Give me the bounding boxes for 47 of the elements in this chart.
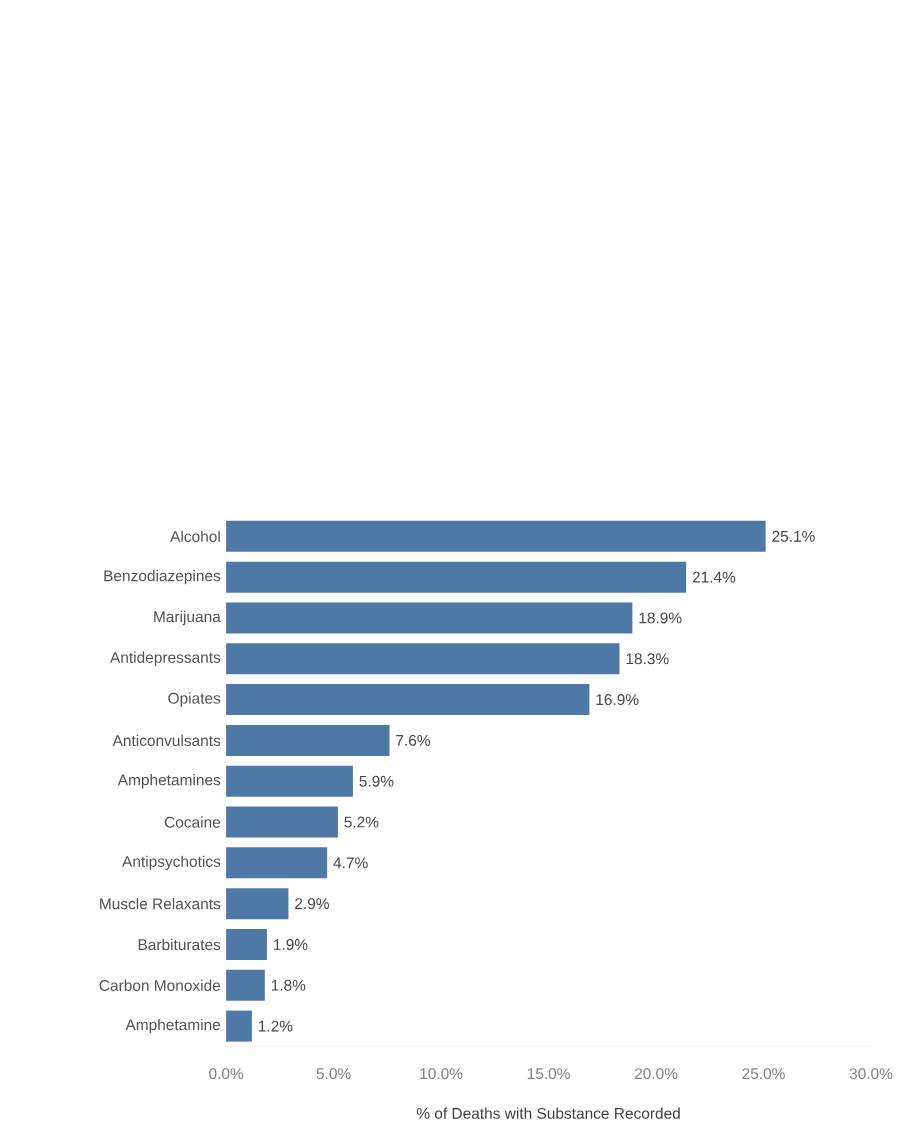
y-tick-label: Anticonvulsants	[112, 734, 221, 747]
y-tick-label: Carbon Monoxide	[99, 979, 221, 991]
data-label: 21.4%	[693, 571, 736, 583]
data-label: 4.7%	[333, 857, 368, 869]
data-label: 5.9%	[359, 775, 394, 787]
bar	[226, 1010, 253, 1042]
y-tick-label: Amphetamine	[125, 1018, 221, 1034]
y-tick-label: Antidepressants	[110, 651, 221, 666]
x-tick-label: 30.0%	[849, 1068, 893, 1080]
y-tick-label: Benzodiazepines	[104, 569, 221, 585]
data-label: 18.3%	[626, 653, 669, 665]
bar	[226, 643, 620, 675]
data-label: 16.9%	[596, 694, 639, 706]
bar	[226, 602, 633, 634]
bar	[226, 847, 328, 879]
bar	[226, 724, 390, 756]
y-tick-label: Alcohol	[170, 530, 220, 542]
data-label: 1.9%	[274, 939, 308, 950]
y-tick-label: Amphetamines	[118, 774, 221, 789]
bar	[226, 765, 354, 797]
data-label: 1.2%	[259, 1020, 293, 1032]
bar	[226, 684, 590, 716]
data-label: 1.8%	[272, 979, 306, 991]
x-axis-title: % of Deaths with Substance Recorded	[417, 1107, 681, 1119]
bar	[226, 520, 766, 552]
data-label: 7.6%	[396, 734, 431, 746]
bar	[226, 561, 687, 593]
data-label: 5.2%	[344, 816, 379, 828]
x-tick-label: 10.0%	[420, 1068, 463, 1080]
bar	[226, 806, 339, 838]
y-tick-label: Barbiturates	[138, 938, 221, 951]
y-tick-label: Antipsychotics	[122, 855, 221, 871]
data-label: 25.1%	[772, 530, 816, 542]
x-tick-label: 0.0%	[209, 1068, 244, 1080]
y-tick-label: Opiates	[168, 692, 221, 707]
y-tick-label: Cocaine	[165, 816, 221, 828]
data-label: 2.9%	[295, 898, 330, 910]
x-tick-label: 25.0%	[742, 1068, 786, 1080]
bar	[226, 888, 289, 920]
data-label: 18.9%	[639, 612, 682, 624]
x-tick-label: 5.0%	[316, 1068, 351, 1080]
bar	[226, 928, 268, 960]
bar	[226, 969, 266, 1001]
x-tick-label: 15.0%	[528, 1068, 571, 1080]
y-tick-label: Muscle Relaxants	[100, 897, 221, 910]
x-tick-label: 20.0%	[635, 1068, 678, 1080]
y-tick-label: Marijuana	[154, 610, 222, 626]
